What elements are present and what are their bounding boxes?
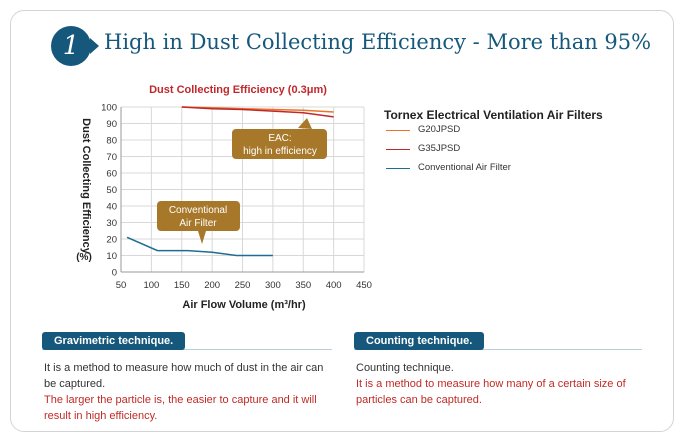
legend-swatch-g20jpsd — [386, 130, 410, 131]
eac-callout-line1: EAC: — [268, 133, 291, 144]
counting-text: Counting technique. It is a method to me… — [356, 360, 646, 408]
y-tick-label: 20 — [106, 235, 117, 246]
x-tick-label: 100 — [143, 280, 159, 291]
x-tick-label: 200 — [204, 280, 220, 291]
y-tick-label: 10 — [106, 251, 117, 262]
x-tick-label: 300 — [265, 280, 281, 291]
legend-label-g35jpsd: G35JPSD — [418, 143, 461, 154]
series-line-conventional-air-filter — [126, 236, 273, 257]
x-tick-labels: 50 100 150 200 250 300 350 400 450 — [116, 280, 372, 291]
legend-swatch-g35jpsd — [386, 149, 410, 150]
badge-arrow-icon — [90, 38, 99, 54]
legend-label-conventional: Conventional Air Filter — [418, 162, 511, 173]
y-axis-unit: (%) — [76, 252, 92, 263]
gravimetric-text: It is a method to measure how much of du… — [44, 360, 336, 424]
y-tick-label: 100 — [101, 103, 117, 114]
legend-label-g20jpsd: G20JPSD — [418, 124, 461, 135]
x-axis-label: Air Flow Volume (m³/hr) — [182, 299, 306, 311]
x-tick-label: 400 — [326, 280, 342, 291]
eac-callout-line2: high in efficiency — [243, 146, 317, 157]
gravimetric-highlight: The larger the particle is, the easier t… — [44, 394, 317, 422]
x-tick-label: 450 — [356, 280, 372, 291]
chart-title: Dust Collecting Efficiency (0.3μm) — [149, 84, 327, 96]
y-tick-label: 30 — [106, 218, 117, 229]
y-tick-labels: 0 10 20 30 40 50 60 70 80 90 100 — [101, 103, 117, 279]
y-tick-label: 0 — [112, 268, 117, 279]
conventional-callout-line1: Conventional — [169, 205, 227, 216]
x-tick-label: 250 — [235, 280, 251, 291]
gravimetric-body: It is a method to measure how much of du… — [44, 362, 324, 390]
y-tick-label: 90 — [106, 119, 117, 130]
chart-axes — [120, 107, 364, 273]
series-line-g35jpsd — [181, 106, 334, 118]
y-tick-label: 60 — [106, 169, 117, 180]
x-tick-label: 350 — [295, 280, 311, 291]
counting-heading: Counting technique. — [354, 332, 485, 350]
x-tick-label: 50 — [116, 280, 127, 291]
conventional-callout: Conventional Air Filter — [157, 201, 240, 244]
chart-series — [126, 106, 334, 257]
y-tick-label: 50 — [106, 185, 117, 196]
y-tick-label: 70 — [106, 152, 117, 163]
x-tick-label: 150 — [174, 280, 190, 291]
eac-callout: EAC: high in efficiency — [232, 118, 327, 159]
counting-header: Counting technique. — [354, 331, 642, 350]
page-title: High in Dust Collecting Efficiency - Mor… — [104, 30, 652, 54]
legend-title: Tornex Electrical Ventilation Air Filter… — [384, 108, 603, 122]
y-tick-label: 40 — [106, 202, 117, 213]
conventional-callout-line2: Air Filter — [179, 218, 217, 229]
counting-body: Counting technique. — [356, 362, 454, 374]
number-badge: 1 — [51, 26, 91, 66]
y-tick-label: 80 — [106, 136, 117, 147]
y-axis-label: Dust Collecting Efficiency — [80, 118, 92, 255]
gravimetric-heading: Gravimetric technique. — [42, 332, 186, 350]
counting-highlight: It is a method to measure how many of a … — [356, 378, 626, 406]
gravimetric-header: Gravimetric technique. — [42, 331, 332, 350]
legend-swatch-conventional — [386, 168, 410, 169]
